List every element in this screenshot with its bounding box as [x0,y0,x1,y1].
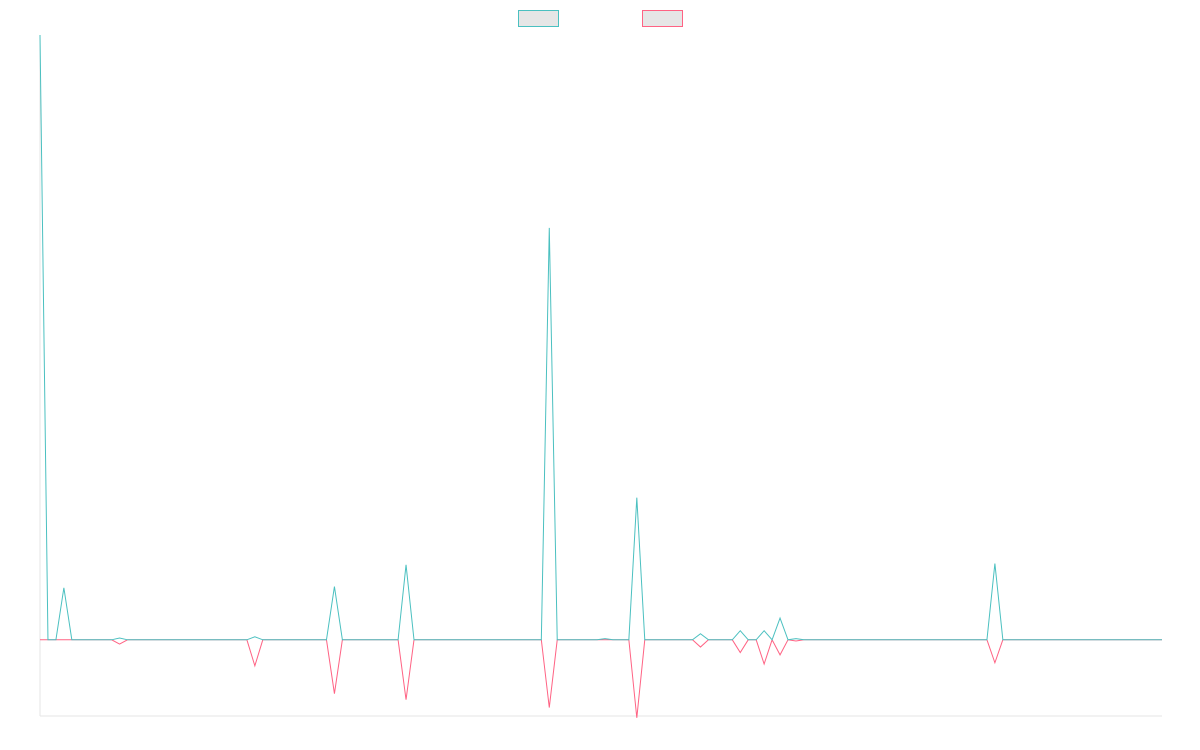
legend-swatch [518,10,559,27]
series-line [40,638,1162,718]
series-line [39,34,1162,641]
legend-swatch [642,10,683,27]
